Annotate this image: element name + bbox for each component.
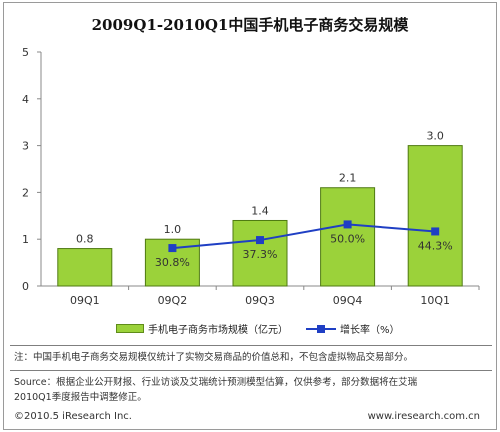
- growth-rate-marker: [168, 244, 177, 253]
- divider: [10, 370, 492, 371]
- source-line-2: 2010Q1季度报告中调整修正。: [14, 392, 147, 403]
- bar-value-label: 0.8: [76, 233, 94, 246]
- y-tick-label: 2: [22, 186, 29, 199]
- growth-rate-label: 44.3%: [418, 239, 453, 252]
- y-tick-label: 5: [22, 46, 29, 59]
- legend-bar-swatch: [116, 324, 144, 333]
- chart-legend: 手机电子商务市场规模（亿元） 增长率（%）: [0, 321, 500, 337]
- bar-line-chart: 0 1 2 3 4 5 0.8 09Q1 1.0 09Q2 1.4 09Q3 2.1 09Q4 3.0 10Q…: [22, 46, 480, 307]
- bar-value-label: 1.0: [164, 223, 182, 236]
- legend-line-swatch: [306, 324, 336, 334]
- bar: [232, 219, 288, 287]
- x-tick-label: 09Q4: [333, 294, 363, 307]
- source-line-1: Source：根据企业公开财报、行业访谈及艾瑞统计预测模型估算，仅供参考，部分数…: [14, 377, 418, 388]
- growth-rate-label: 30.8%: [155, 256, 190, 269]
- growth-rate-marker: [343, 220, 352, 229]
- growth-rate-marker: [256, 236, 264, 245]
- divider: [10, 345, 492, 346]
- legend-label-growth-rate: 增长率（%）: [340, 325, 400, 336]
- growth-rate-marker: [431, 227, 440, 236]
- bar-value-label: 1.4: [251, 204, 269, 217]
- legend-item-growth-rate: 增长率（%）: [306, 321, 400, 336]
- website-text: www.iresearch.com.cn: [367, 411, 480, 422]
- x-tick-label: 09Q2: [158, 294, 188, 307]
- legend-label-market-size: 手机电子商务市场规模（亿元）: [148, 325, 288, 336]
- x-tick-label: 10Q1: [420, 294, 450, 307]
- y-tick-label: 0: [22, 280, 29, 293]
- bar-value-label: 3.0: [426, 130, 444, 143]
- x-tick-label: 09Q3: [245, 294, 275, 307]
- y-tick-label: 4: [22, 93, 29, 106]
- bar: [320, 187, 376, 287]
- legend-item-market-size: 手机电子商务市场规模（亿元）: [116, 321, 288, 336]
- copyright-text: ©2010.5 iResearch Inc.: [14, 411, 132, 422]
- growth-rate-label: 37.3%: [243, 248, 278, 261]
- bar: [57, 248, 113, 287]
- bar-value-label: 2.1: [339, 172, 357, 185]
- y-tick-label: 3: [22, 140, 29, 153]
- y-tick-label: 1: [22, 233, 29, 246]
- growth-rate-label: 50.0%: [330, 232, 365, 245]
- chart-title: 2009Q1-2010Q1中国手机电子商务交易规模: [91, 16, 409, 34]
- x-tick-label: 09Q1: [70, 294, 100, 307]
- growth-rate-line: [172, 223, 436, 250]
- chart-note: 注：中国手机电子商务交易规模仅统计了实物交易商品的价值总和，不包含虚拟物品交易部…: [14, 352, 414, 363]
- bar: [407, 145, 463, 287]
